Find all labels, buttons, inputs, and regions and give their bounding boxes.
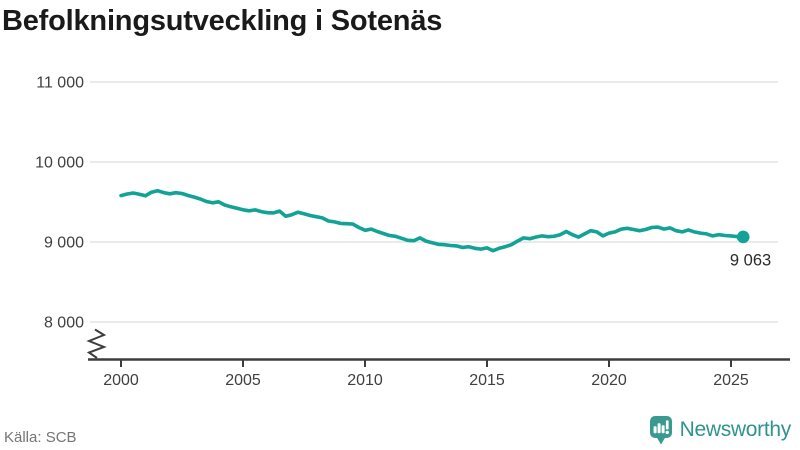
newsworthy-branding: Newsworthy	[649, 415, 791, 445]
y-axis-tick-label: 10 000	[35, 155, 84, 172]
population-line	[119, 188, 746, 253]
y-axis-tick-label: 9 000	[44, 235, 84, 252]
latest-value-marker	[736, 230, 750, 244]
y-axis-break-icon	[86, 328, 107, 359]
x-axis-tick-label: 2000	[103, 372, 139, 389]
bar-chart-speech-bubble-icon	[649, 416, 672, 445]
x-axis-tick-label: 2010	[347, 372, 383, 389]
source-note: Källa: SCB	[4, 429, 77, 446]
x-axis-tick-label: 2015	[469, 372, 505, 389]
chart-title: Befolkningsutveckling i Sotenäs	[2, 5, 443, 37]
brand-wordmark: Newsworthy	[679, 418, 792, 441]
latest-value-label: 9 063	[730, 251, 771, 269]
x-axis-tick-label: 2020	[591, 372, 627, 389]
y-axis-tick-label: 11 000	[36, 75, 84, 92]
y-axis-tick-label: 8 000	[44, 315, 84, 332]
x-axis-tick-label: 2025	[713, 372, 749, 389]
x-axis-tick-label: 2005	[225, 372, 261, 389]
